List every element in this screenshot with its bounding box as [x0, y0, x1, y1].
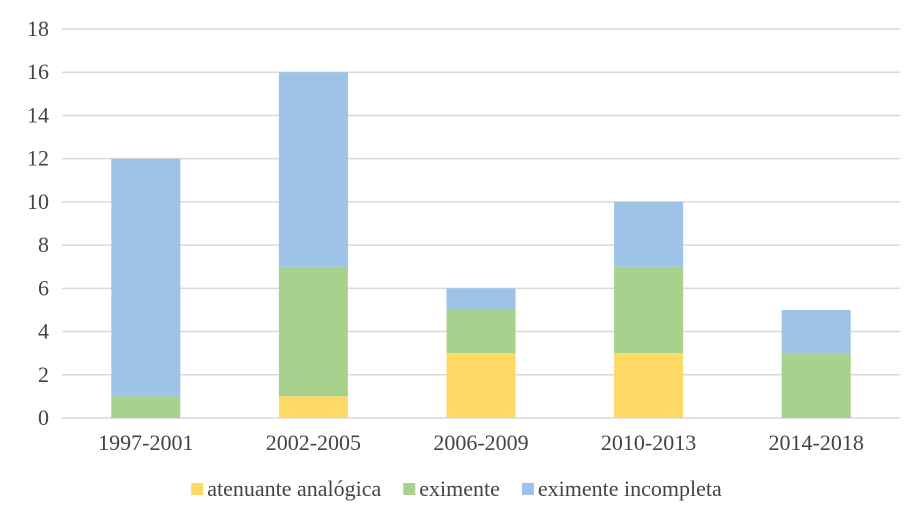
y-tick-label: 4: [38, 319, 49, 344]
legend-label: eximente incompleta: [538, 476, 722, 501]
y-tick-label: 18: [27, 16, 49, 41]
legend-swatch: [521, 483, 534, 495]
y-tick-label: 14: [27, 102, 49, 127]
y-tick-label: 16: [27, 59, 49, 84]
legend-swatch: [191, 483, 204, 495]
x-axis: 1997-2001 2002-2005 2006-2009 2010-2013 2014…: [98, 430, 864, 455]
y-axis: 0 2 4 6 8 10 12 14 16 18: [27, 16, 49, 430]
y-tick-label: 12: [27, 146, 49, 171]
bar-segment: [446, 309, 516, 354]
legend-label: eximente: [419, 476, 500, 501]
y-tick-label: 2: [38, 362, 49, 387]
bar-segment: [446, 353, 516, 418]
y-tick-label: 0: [38, 405, 49, 430]
bar-segment: [614, 201, 684, 267]
bar-segment: [446, 288, 516, 310]
legend-label: atenuante analógica: [207, 476, 381, 501]
bar-segment: [278, 266, 348, 397]
legend-item: atenuante analógica: [191, 476, 382, 501]
x-tick-label: 2002-2005: [266, 430, 361, 455]
x-tick-label: 2014-2018: [769, 430, 864, 455]
bar-segment: [111, 396, 181, 418]
y-tick-label: 10: [27, 189, 49, 214]
bar-segment: [278, 396, 348, 418]
bar-segment: [781, 309, 851, 354]
legend-item: eximente: [403, 476, 500, 501]
x-tick-label: 2006-2009: [433, 430, 528, 455]
y-tick-label: 6: [38, 275, 49, 300]
legend-swatch: [403, 483, 416, 495]
bar-segment: [614, 353, 684, 418]
y-tick-label: 8: [38, 232, 49, 257]
bar-segment: [614, 266, 684, 354]
bars-layer: [111, 72, 851, 418]
bar-segment: [278, 72, 348, 267]
x-tick-label: 1997-2001: [98, 430, 193, 455]
bar-segment: [111, 158, 181, 397]
grid-layer: [62, 28, 900, 419]
bar-segment: [781, 353, 851, 418]
legend-item: eximente incompleta: [521, 476, 722, 501]
legend: atenuante analógica eximente eximente inco…: [191, 476, 722, 501]
x-tick-label: 2010-2013: [601, 430, 696, 455]
